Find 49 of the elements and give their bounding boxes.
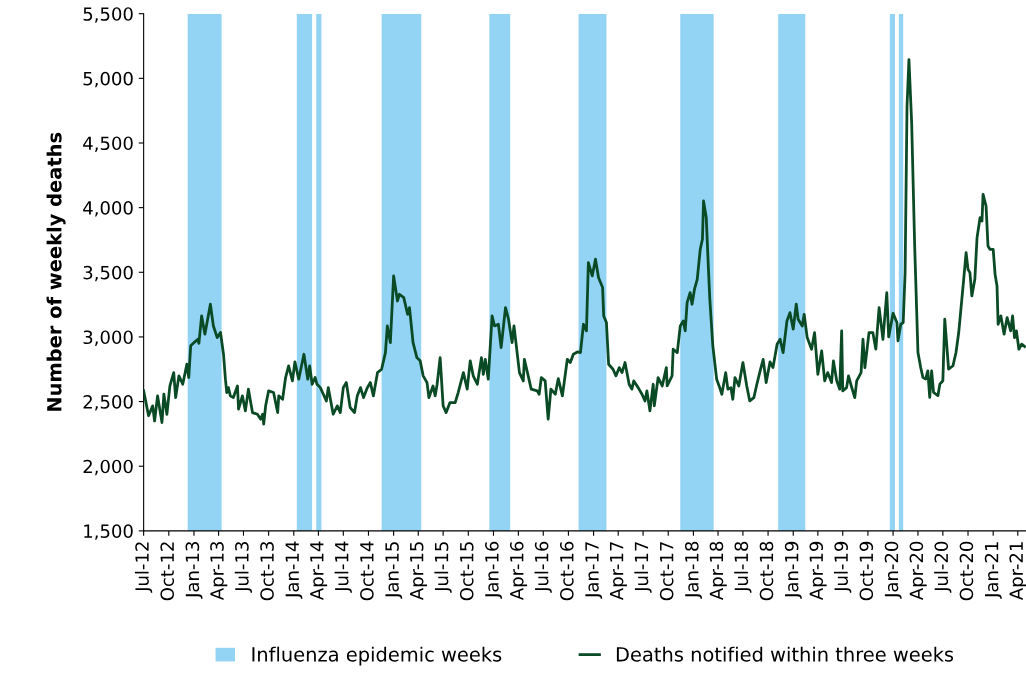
x-tick-label: Jul-12 [134,542,153,593]
x-tick-label: Jul-17 [634,542,652,593]
y-tick-label: 4,000 [83,201,133,217]
x-tick-label: Jul-18 [734,541,752,593]
x-tick-label: Apr-16 [509,541,528,601]
x-tick-label: Apr-13 [210,542,228,601]
x-tick-label: Apr-14 [310,541,328,601]
x-tick-label: Jan-14 [285,541,303,599]
x-tick-label: Jul-15 [434,542,452,593]
x-tick-label: Oct-12 [160,542,175,601]
y-tick-label: 4,500 [83,136,133,152]
y-tick-label: 2,000 [83,459,133,476]
x-tick-label: Oct-18 [759,541,774,601]
y-tick-label: 5,500 [83,7,133,23]
line-series [143,58,1026,426]
x-tick-label: Apr-21 [1009,542,1026,601]
x-tick-label: Apr-15 [410,542,427,601]
x-tick-label: Jul-13 [234,542,253,593]
y-tick-label: 3,000 [83,330,133,346]
x-tick-label: Oct-14 [360,541,374,601]
x-tick-label: Apr-18 [709,541,727,601]
x-tick-label: Jul-16 [534,541,552,593]
x-tick-label: Oct-16 [559,541,574,601]
y-axis-title: Number of weekly deaths [46,132,66,411]
x-tick-label: Oct-13 [260,542,274,601]
x-tick-label: Jul-20 [934,541,952,593]
x-tick-label: Oct-19 [859,541,874,601]
x-tick-label: Apr-20 [909,541,927,601]
x-tick-label: Apr-17 [610,542,627,601]
y-tick-label: 3,500 [83,265,133,282]
x-tick-label: Jan-21 [984,542,1002,599]
x-tick-label: Jul-14 [334,541,352,593]
x-tick-label: Jan-18 [684,541,702,599]
y-tick-label: 1,500 [84,524,133,540]
legend-label: Deaths notified within three weeks [616,646,954,662]
x-tick-label: Jan-17 [585,542,603,599]
legend-label: Influenza epidemic weeks [252,646,502,666]
y-tick-label: 5,000 [83,71,133,88]
y-tick-label: 2,500 [83,395,133,411]
x-tick-label: Jan-15 [385,542,403,599]
x-tick-label: Apr-19 [809,541,827,601]
x-tick-label: Oct-15 [459,542,474,601]
x-tick-label: Jan-20 [884,541,902,599]
x-tick-label: Oct-20 [959,541,974,601]
x-tick-label: Oct-17 [659,542,674,601]
x-tick-label: Jan-19 [784,541,802,599]
x-tick-label: Jan-13 [185,542,203,599]
x-tick-label: Jul-19 [834,541,852,593]
x-tick-label: Jan-16 [485,541,503,599]
